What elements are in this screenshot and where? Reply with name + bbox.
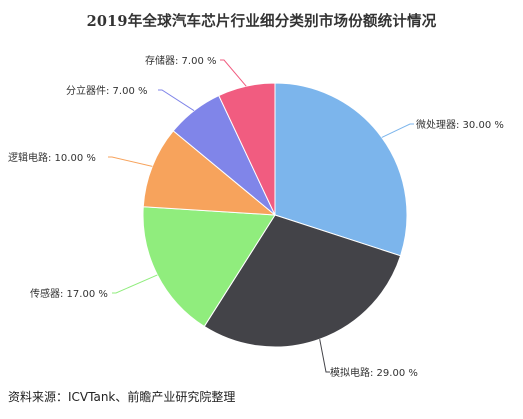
label-connector [220,59,247,87]
chart-title: 2019年全球汽车芯片行业细分类别市场份额统计情况 [86,13,437,30]
slice-label: 微处理器: 30.00 % [416,118,504,131]
source-note: 资料来源：ICVTank、前瞻产业研究院整理 [8,390,236,404]
pie-slice[interactable] [203,214,402,348]
slice-label: 模拟电路: 29.00 % [330,366,418,379]
label-connector [319,339,330,373]
pie-slice[interactable] [142,130,277,216]
label-connector [381,123,414,138]
slice-label: 逻辑电路: 10.00 % [8,151,96,164]
pie-slice[interactable] [218,82,276,216]
slice-label: 存储器: 7.00 % [145,54,217,67]
label-connector [158,89,195,112]
label-connector [112,274,158,294]
slice-label: 传感器: 17.00 % [30,287,108,300]
pie-slice[interactable] [142,206,276,328]
slice-label: 分立器件: 7.00 % [66,84,148,97]
pie-slice[interactable] [274,82,408,257]
label-connector [108,156,153,167]
